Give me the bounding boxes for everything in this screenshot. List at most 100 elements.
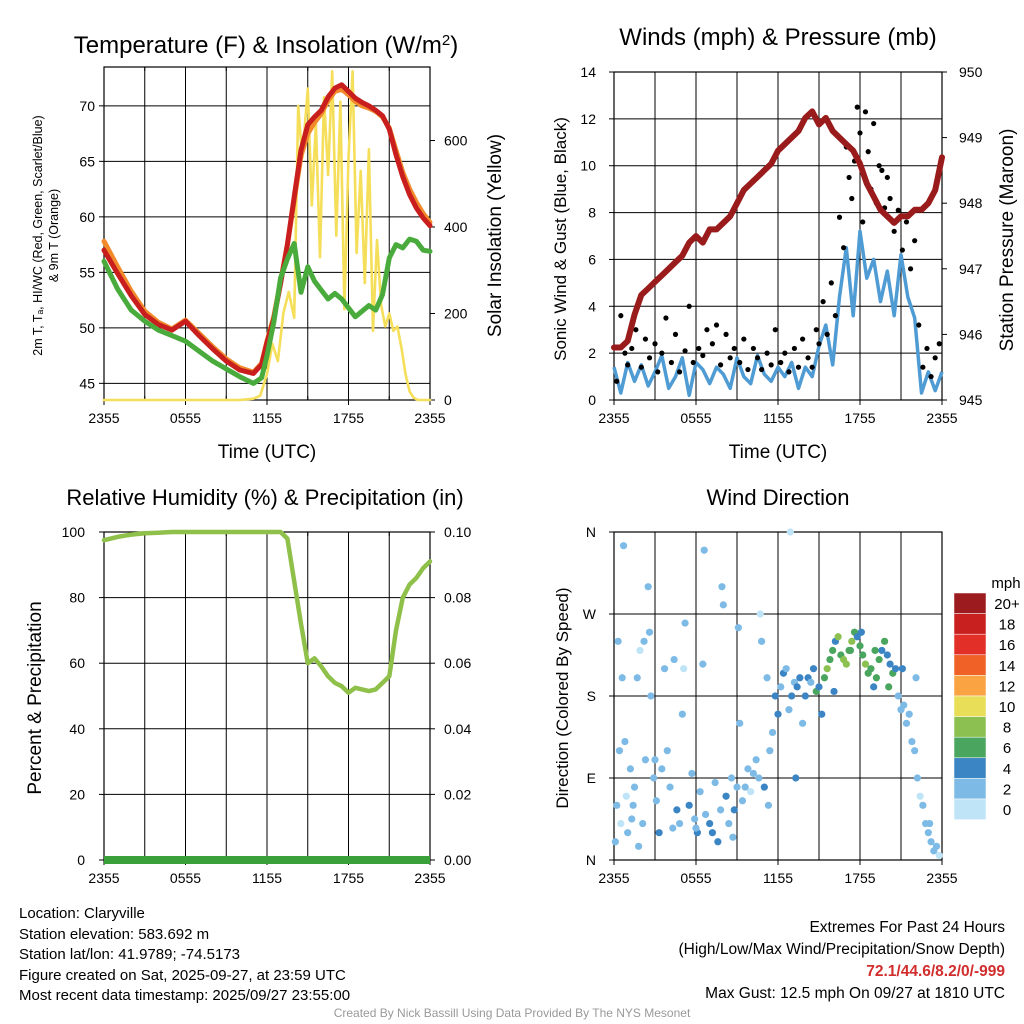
direction-point — [673, 806, 681, 814]
direction-point — [886, 660, 894, 668]
direction-point — [905, 710, 913, 718]
gust-point — [936, 341, 942, 347]
legend-label: 20+ — [994, 596, 1020, 613]
direction-point — [611, 838, 619, 846]
legend-title: mph — [991, 575, 1020, 592]
gust-point — [871, 120, 877, 127]
gust-point — [764, 350, 770, 356]
gust-point — [824, 331, 830, 337]
gust-point — [891, 228, 897, 234]
gust-point — [836, 214, 843, 220]
direction-point — [630, 783, 639, 791]
direction-point — [747, 788, 755, 796]
y2-tick-label: 0.00 — [444, 852, 471, 868]
direction-point — [900, 701, 908, 709]
gust-point — [916, 322, 922, 328]
station-latlon: Station lat/lon: 41.9789; -74.5173 — [19, 946, 241, 963]
y-tick-label: N — [586, 524, 596, 540]
gust-point — [646, 355, 653, 361]
direction-point — [885, 683, 893, 691]
x-tick-label: 1155 — [763, 410, 793, 426]
direction-point — [768, 728, 777, 737]
gust-point — [652, 341, 658, 347]
direction-point — [741, 783, 749, 791]
x-tick-label: 1755 — [844, 410, 875, 426]
direction-point — [660, 665, 669, 673]
gust-point — [854, 104, 860, 110]
y-tick-label: 14 — [580, 64, 596, 80]
gust-point — [718, 362, 724, 368]
direction-point — [935, 851, 943, 860]
direction-point — [875, 655, 883, 664]
y-axis-label: Percent & Precipitation — [25, 601, 46, 794]
gust-point — [642, 336, 649, 342]
gust-point — [832, 313, 839, 319]
extremes-panel: Extremes For Past 24 Hours (High/Low/Max… — [679, 917, 1006, 1005]
gust-point — [704, 327, 710, 333]
x-tick-label: 2355 — [926, 870, 957, 886]
direction-point — [640, 637, 648, 645]
direction-point — [708, 829, 717, 837]
direction-point — [680, 665, 688, 673]
gust-point — [723, 331, 729, 337]
direction-point — [829, 646, 837, 655]
y-tick-label: 12 — [580, 111, 596, 127]
extremes-values: 72.1/44.6/8.2/0/-999 — [866, 963, 1005, 980]
direction-point — [635, 842, 643, 850]
direction-point — [796, 674, 804, 682]
direction-point — [685, 801, 693, 809]
direction-point — [894, 692, 902, 700]
gust-point — [668, 359, 675, 366]
gust-point — [655, 369, 661, 375]
direction-point — [628, 815, 636, 823]
legend-label: 16 — [999, 637, 1016, 654]
direction-point — [663, 747, 671, 755]
y-axis-label-line1: 2m T, Tₐ, HI/WC (Red, Green, Scarlet/Blu… — [31, 115, 45, 355]
y2-tick-label: 946 — [959, 326, 983, 342]
direction-point — [670, 655, 678, 664]
direction-point — [830, 687, 838, 696]
x-tick-label: 0555 — [170, 410, 201, 426]
direction-point — [809, 665, 818, 673]
legend-swatch — [953, 736, 987, 759]
legend-swatch — [953, 757, 987, 779]
direction-point — [823, 665, 831, 673]
gust-point — [928, 373, 934, 380]
y-tick-label: 4 — [588, 298, 596, 314]
direction-point — [652, 797, 660, 805]
direction-point — [692, 824, 700, 832]
direction-point — [764, 801, 773, 809]
gust-point — [907, 266, 914, 272]
direction-point — [706, 819, 714, 828]
x-tick-label: 2355 — [414, 410, 445, 426]
direction-point — [711, 778, 719, 787]
rh-panel: 2355 0555 1155 1755 23550204060801000.000.02… — [25, 485, 471, 886]
gust-point — [754, 355, 761, 361]
direction-point — [736, 719, 744, 727]
y-tick-label: 0 — [588, 392, 596, 408]
direction-point — [714, 838, 722, 846]
direction-point — [681, 619, 689, 627]
x-tick-label: 1755 — [333, 410, 364, 426]
gust-point — [857, 130, 863, 136]
direction-point — [777, 683, 785, 691]
direction-point — [699, 660, 707, 668]
gust-point — [682, 348, 688, 354]
legend-label: 0 — [1003, 802, 1011, 819]
y-tick-label: 10 — [580, 158, 596, 174]
station-elevation: Station elevation: 583.692 m — [19, 925, 210, 943]
direction-point — [718, 583, 726, 591]
y-tick-label: S — [587, 688, 596, 704]
y2-tick-label: 0.02 — [444, 786, 471, 802]
direction-point — [861, 660, 870, 668]
gust-point — [772, 327, 778, 333]
direction-point — [785, 706, 793, 714]
direction-point — [881, 637, 889, 645]
y-tick-label: 50 — [79, 320, 95, 336]
gust-point — [879, 167, 885, 173]
y2-tick-label: 0 — [444, 392, 452, 408]
credit-line: Created By Nick Bassill Using Data Provi… — [333, 1006, 691, 1020]
y-axis-label-line2: & 9m T (Orange) — [47, 189, 61, 282]
direction-point — [645, 628, 654, 636]
direction-point — [644, 583, 652, 591]
